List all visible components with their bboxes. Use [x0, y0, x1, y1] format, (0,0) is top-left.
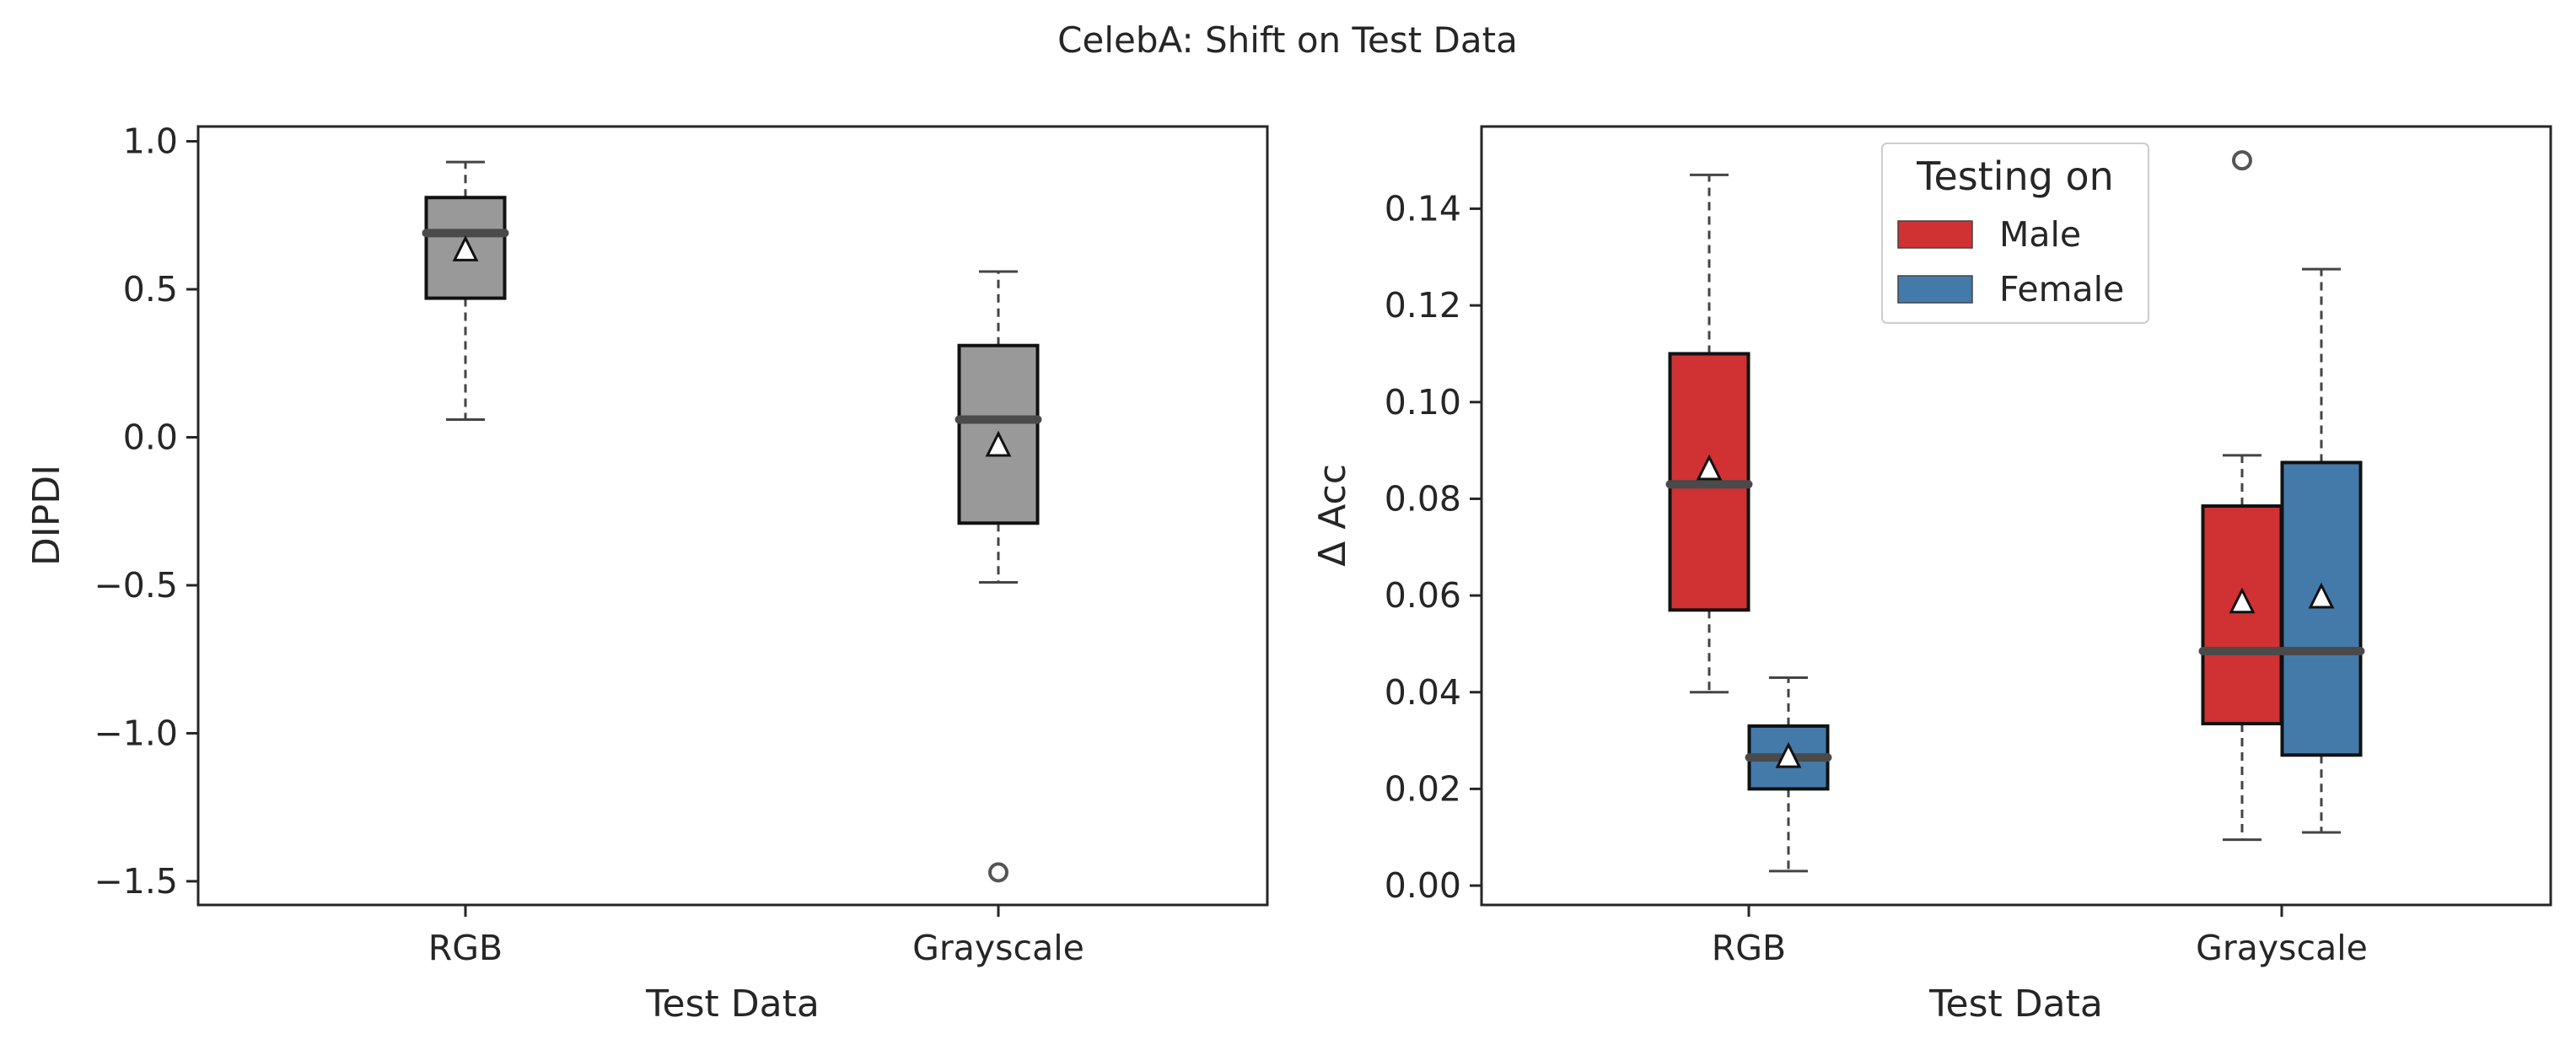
right-box-female-rgb-mean-marker [1775, 741, 1802, 768]
left-plot: 1.0 0.5 0.0 −0.5 −1.0 −1.5 RGB Grayscale Test D… [25, 121, 1269, 1026]
left-plot-frame [196, 125, 1269, 907]
right-box-male-grayscale-outlier [2232, 150, 2252, 171]
right-plot-axes: 0.00 0.02 0.04 0.06 0.08 0.10 0.12 0.14 RGB Grays… [1385, 188, 2368, 968]
left-box-s0-grayscale-outlier [988, 862, 1008, 883]
left-box-s0-rgb-mean-marker [452, 235, 479, 261]
right-box-male-rgb-mean-marker [1696, 454, 1723, 481]
right-ytick-label: 0.12 [1385, 285, 1461, 326]
left-xtick-label: RGB [428, 928, 503, 968]
left-plot-axes: 1.0 0.5 0.0 −0.5 −1.0 −1.5 RGB Grayscale [94, 121, 1084, 968]
right-box-female-grayscale-mean-marker [2308, 582, 2335, 609]
left-box-s0-grayscale-mean-marker [985, 430, 1012, 457]
right-box-male-grayscale-box [2201, 504, 2283, 726]
legend-label-male: Male [1999, 214, 2081, 255]
legend-swatch-female [1897, 275, 1973, 304]
legend: Testing on Male Female [1881, 143, 2149, 324]
legend-label-female: Female [1999, 269, 2124, 310]
left-ylabel: DIPDI [25, 465, 68, 566]
legend-title: Testing on [1916, 153, 2114, 199]
left-plot-marks [422, 160, 1042, 883]
right-xtick-label: RGB [1712, 928, 1786, 968]
left-ytick-label: −1.5 [94, 861, 178, 902]
right-box-female-grayscale-box [2280, 460, 2363, 757]
legend-swatch-male [1897, 220, 1973, 249]
left-xtick-label: Grayscale [912, 928, 1084, 968]
right-ytick-label: 0.06 [1385, 575, 1461, 616]
figure-title: CelebA: Shift on Test Data [1057, 19, 1518, 61]
left-ytick-label: −1.0 [94, 713, 178, 753]
left-ytick-label: 0.5 [123, 269, 178, 310]
right-ytick-label: 0.14 [1385, 188, 1461, 229]
right-xtick-label: Grayscale [2196, 928, 2368, 968]
right-ytick-label: 0.04 [1385, 672, 1461, 713]
left-ytick-label: 1.0 [123, 121, 178, 162]
left-xlabel: Test Data [645, 983, 820, 1026]
right-box-male-grayscale-mean-marker [2229, 587, 2256, 614]
right-ylabel: Δ Acc [1311, 464, 1354, 567]
right-plot: 0.00 0.02 0.04 0.06 0.08 0.10 0.12 0.14 RGB Grays… [1311, 125, 2552, 1026]
left-ytick-label: −0.5 [94, 565, 178, 606]
right-xlabel: Test Data [1928, 983, 2103, 1026]
right-plot-frame [1480, 125, 2552, 907]
left-ytick-label: 0.0 [123, 417, 178, 457]
right-ytick-label: 0.10 [1385, 382, 1461, 423]
right-plot-marks [1665, 150, 2365, 873]
right-ytick-label: 0.00 [1385, 865, 1461, 906]
right-ytick-label: 0.02 [1385, 768, 1461, 809]
right-ytick-label: 0.08 [1385, 478, 1461, 519]
